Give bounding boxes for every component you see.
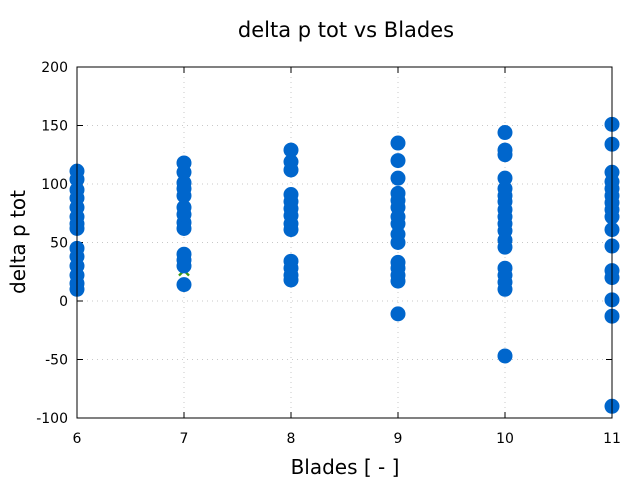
data-point — [497, 348, 513, 364]
y-axis-label: delta p tot — [6, 190, 30, 294]
data-point — [176, 188, 192, 204]
data-point — [497, 125, 513, 141]
x-tick-label: 11 — [603, 431, 621, 447]
data-point — [176, 164, 192, 180]
y-tick-label: 100 — [41, 177, 68, 193]
x-tick-label: 10 — [496, 431, 514, 447]
series-circle — [69, 116, 620, 414]
data-point — [390, 235, 406, 250]
data-point — [390, 135, 406, 151]
y-tick-label: 0 — [59, 294, 68, 310]
data-point — [497, 170, 513, 186]
data-point — [283, 222, 299, 238]
y-tick-label: -50 — [45, 353, 68, 369]
data-point — [176, 220, 192, 236]
x-tick-label: 9 — [394, 431, 403, 447]
data-point — [283, 272, 299, 288]
data-point — [283, 162, 299, 178]
data-point — [176, 258, 192, 274]
data-point — [497, 281, 513, 297]
data-point — [390, 153, 406, 169]
data-point — [497, 147, 513, 163]
data-point — [390, 273, 406, 289]
data-point — [176, 277, 192, 293]
data-point — [390, 170, 406, 186]
data-point — [390, 306, 406, 322]
x-tick-label: 7 — [180, 431, 189, 447]
y-tick-label: 150 — [41, 119, 68, 135]
chart-title: delta p tot vs Blades — [238, 18, 454, 42]
series-cross — [71, 173, 190, 278]
y-tick-label: -100 — [36, 411, 68, 427]
data-point — [283, 142, 299, 158]
x-axis-label: Blades [ - ] — [291, 455, 400, 479]
data-points — [69, 116, 620, 414]
x-tick-label: 8 — [287, 431, 296, 447]
data-point — [390, 216, 406, 232]
x-tick-label: 6 — [73, 431, 82, 447]
data-point — [497, 239, 513, 255]
plot-frame — [76, 66, 613, 419]
gridlines — [77, 67, 612, 418]
y-tick-label: 50 — [50, 236, 68, 252]
axis-ticks: -100 -50 0 50 100 150 200 6 7 8 9 10 11 — [36, 60, 621, 447]
y-tick-label: 200 — [41, 60, 68, 76]
